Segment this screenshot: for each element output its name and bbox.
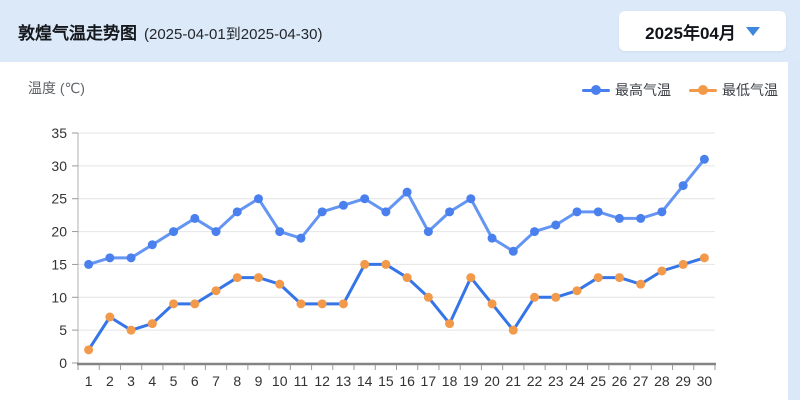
legend-item-high-temp[interactable]: 最高气温	[582, 80, 671, 100]
page-header: 敦煌气温走势图 (2025-04-01到2025-04-30) 2025年04月	[0, 0, 800, 62]
svg-text:24: 24	[569, 373, 585, 389]
svg-text:15: 15	[378, 373, 394, 389]
svg-text:21: 21	[505, 373, 521, 389]
svg-text:12: 12	[314, 373, 330, 389]
svg-text:6: 6	[191, 373, 199, 389]
svg-text:18: 18	[442, 373, 458, 389]
svg-text:25: 25	[590, 373, 606, 389]
svg-text:30: 30	[697, 373, 713, 389]
svg-text:11: 11	[294, 373, 309, 389]
legend-item-low-temp[interactable]: 最低气温	[689, 80, 778, 100]
svg-text:9: 9	[255, 373, 263, 389]
svg-text:0: 0	[59, 355, 67, 371]
svg-text:30: 30	[51, 158, 67, 174]
svg-text:10: 10	[272, 373, 288, 389]
svg-text:29: 29	[675, 373, 691, 389]
svg-text:14: 14	[357, 373, 373, 389]
chart-legend: 最高气温 最低气温	[582, 80, 778, 100]
svg-text:25: 25	[51, 191, 67, 207]
legend-label-low-temp: 最低气温	[722, 82, 778, 98]
svg-text:17: 17	[421, 373, 437, 389]
svg-text:15: 15	[51, 256, 67, 272]
title-wrap: 敦煌气温走势图 (2025-04-01到2025-04-30)	[18, 19, 322, 44]
high-temp-legend-marker-icon	[582, 85, 610, 95]
chevron-down-icon	[745, 26, 760, 36]
svg-text:5: 5	[59, 322, 67, 338]
svg-text:10: 10	[51, 289, 67, 305]
svg-text:1: 1	[85, 373, 93, 389]
svg-text:19: 19	[463, 373, 479, 389]
svg-text:16: 16	[399, 373, 415, 389]
low-temp-legend-marker-icon	[689, 85, 717, 95]
month-selector-value: 2025年04月	[645, 23, 736, 43]
svg-text:20: 20	[484, 373, 500, 389]
chart-card: 0 5 10 15 20 25 30 35 1 2 3 4 5 6 7 8 9 10 11 12 13 14 15 16 17 1…	[0, 62, 788, 400]
svg-text:35: 35	[51, 125, 67, 141]
date-range-label: (2025-04-01到2025-04-30)	[144, 25, 323, 43]
svg-text:4: 4	[148, 373, 156, 389]
svg-text:20: 20	[51, 224, 67, 240]
month-selector-dropdown[interactable]: 2025年04月	[619, 11, 786, 51]
svg-text:2: 2	[106, 373, 114, 389]
y-axis-title: 温度 (℃)	[28, 80, 85, 96]
svg-text:13: 13	[336, 373, 352, 389]
svg-text:26: 26	[612, 373, 628, 389]
svg-text:7: 7	[212, 373, 220, 389]
legend-label-high-temp: 最高气温	[615, 82, 671, 98]
svg-text:3: 3	[127, 373, 135, 389]
svg-text:22: 22	[527, 373, 543, 389]
svg-text:23: 23	[548, 373, 564, 389]
svg-text:28: 28	[654, 373, 670, 389]
svg-text:27: 27	[633, 373, 649, 389]
page-title: 敦煌气温走势图	[18, 23, 137, 43]
svg-text:8: 8	[233, 373, 241, 389]
svg-text:5: 5	[170, 373, 178, 389]
